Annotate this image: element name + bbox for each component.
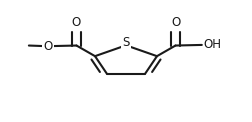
Text: OH: OH: [204, 38, 222, 51]
Text: O: O: [72, 16, 81, 30]
Text: O: O: [171, 16, 180, 30]
Text: O: O: [43, 40, 52, 53]
Text: S: S: [122, 36, 130, 49]
